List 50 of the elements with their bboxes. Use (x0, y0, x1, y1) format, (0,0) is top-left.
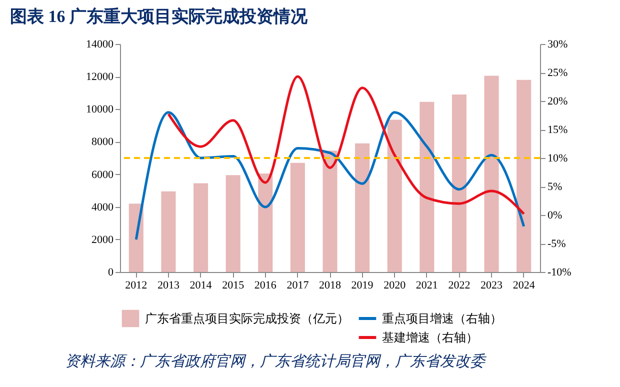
y-tick-label: 8000 (92, 136, 114, 148)
y-tick-label: 12000 (86, 71, 114, 84)
x-tick-label: 2021 (416, 280, 438, 292)
x-tick-label: 2012 (125, 280, 148, 292)
bar (387, 120, 402, 272)
bar (355, 143, 370, 272)
legend-label: 重点项目增速（右轴） (382, 312, 502, 326)
bar (128, 204, 144, 272)
y-tick-label: 2000 (92, 234, 114, 246)
y2-tick-label: -10% (548, 266, 572, 278)
y-tick-label: 14000 (86, 38, 114, 50)
line-series (167, 75, 526, 216)
bar (322, 150, 338, 272)
bar (161, 191, 176, 272)
x-tick-label: 2015 (222, 280, 245, 292)
x-tick-label: 2016 (254, 280, 277, 292)
y-tick-label: 4000 (92, 201, 114, 214)
x-tick-label: 2014 (190, 280, 212, 292)
bar (420, 102, 434, 272)
bar (194, 183, 208, 272)
x-tick-label: 2020 (384, 280, 406, 292)
chart-title: 图表 16 广东重大项目实际完成投资情况 (10, 7, 308, 26)
y2-tick-label: 10% (548, 152, 568, 164)
y-tick-label: 0 (108, 266, 114, 278)
x-tick-label: 2017 (286, 280, 310, 292)
y2-tick-label: 15% (548, 124, 568, 136)
y2-tick-label: 30% (548, 38, 568, 50)
y-tick-label: 6000 (92, 168, 114, 181)
x-tick-label: 2019 (351, 280, 374, 292)
y2-tick-label: -5% (548, 238, 566, 250)
legend-label: 广东省重点项目实际完成投资（亿元） (145, 312, 349, 326)
bar (516, 80, 532, 272)
bar (258, 173, 273, 272)
bar (226, 175, 240, 272)
y2-tick-label: 20% (548, 96, 568, 108)
y2-tick-label: 0% (548, 210, 562, 222)
x-tick-label: 2018 (319, 280, 342, 292)
y-tick-label: 10000 (86, 104, 114, 116)
bar (484, 76, 499, 272)
legend-label: 基建增速（右轴） (382, 330, 478, 344)
x-tick-label: 2022 (448, 280, 470, 292)
x-tick-label: 2024 (512, 280, 536, 292)
x-tick-label: 2023 (480, 280, 504, 292)
text: 资料来源：广东省政府官网，广东省统计局官网，广东省发改委 (65, 353, 487, 370)
bar (290, 162, 305, 272)
bar (452, 94, 466, 272)
x-tick-label: 2013 (157, 280, 180, 292)
line-series (134, 111, 526, 241)
y2-tick-label: 25% (548, 67, 568, 79)
y2-tick-label: 5% (548, 181, 562, 193)
